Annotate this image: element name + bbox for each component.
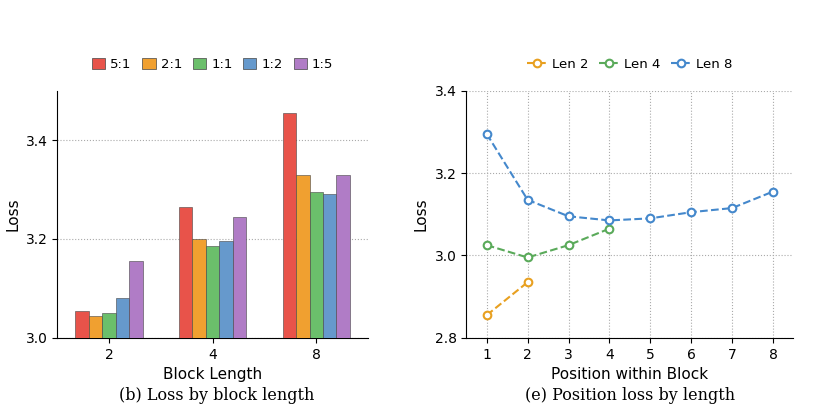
Len 4 [605, 226, 614, 231]
Len 8 [523, 197, 533, 202]
Legend: Len 2, Len 4, Len 8: Len 2, Len 4, Len 8 [522, 53, 738, 76]
Bar [206, 246, 219, 412]
Legend: 5:1, 2:1, 1:1, 1:2, 1:5: 5:1, 2:1, 1:1, 1:2, 1:5 [87, 53, 339, 76]
Line: Len 8: Len 8 [483, 130, 777, 224]
Len 4 [482, 243, 492, 248]
Len 8 [564, 214, 573, 219]
Bar [323, 194, 336, 412]
Bar [192, 239, 206, 412]
Bar [89, 316, 102, 412]
Len 2 [523, 280, 533, 285]
Line: Len 2: Len 2 [483, 279, 532, 319]
Len 8 [482, 131, 492, 136]
Y-axis label: Loss: Loss [414, 197, 429, 231]
Y-axis label: Loss: Loss [5, 197, 20, 231]
Len 8 [605, 218, 614, 223]
Len 8 [727, 206, 737, 211]
Bar [179, 207, 192, 412]
Bar [219, 241, 233, 412]
Bar [309, 192, 323, 412]
Len 4 [523, 255, 533, 260]
Text: (b) Loss by block length: (b) Loss by block length [119, 386, 314, 404]
Len 2 [482, 313, 492, 318]
Line: Len 4: Len 4 [483, 225, 614, 261]
Len 8 [686, 210, 696, 215]
Bar [75, 311, 89, 412]
Bar [336, 175, 350, 412]
X-axis label: Position within Block: Position within Block [551, 367, 708, 382]
Bar [283, 113, 296, 412]
Bar [102, 313, 116, 412]
Bar [116, 298, 129, 412]
Bar [129, 261, 143, 412]
Text: (e) Position loss by length: (e) Position loss by length [525, 386, 735, 404]
Len 8 [645, 216, 655, 221]
Len 4 [564, 243, 573, 248]
Len 8 [768, 189, 778, 194]
X-axis label: Block Length: Block Length [163, 367, 263, 382]
Bar [233, 217, 246, 412]
Bar [296, 175, 309, 412]
